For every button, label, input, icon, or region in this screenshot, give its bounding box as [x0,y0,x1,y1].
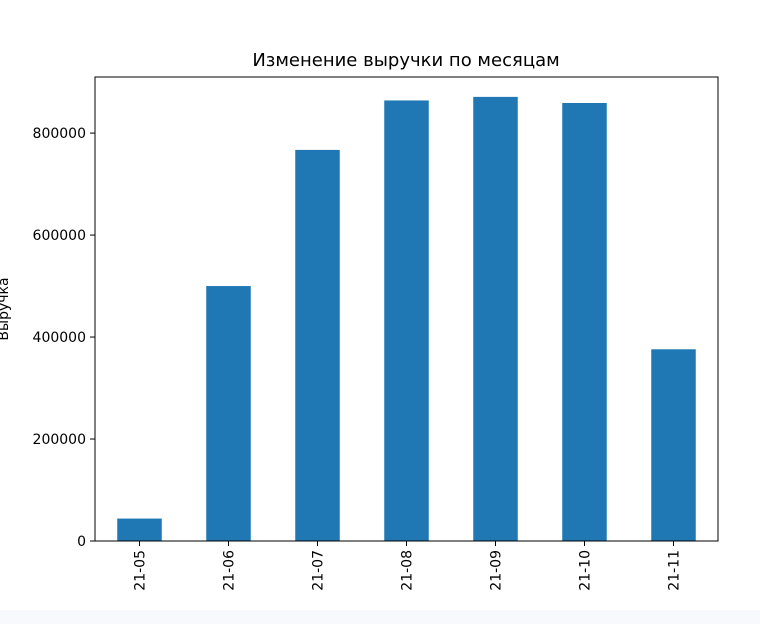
bars-group [117,96,696,541]
x-tick-label: 21-10 [578,550,594,591]
x-tick-label: 21-06 [222,550,238,591]
bar-2021-10 [562,103,607,541]
y-tick-label: 0 [77,534,86,550]
bar-chart: Изменение выручки по месяцам Выручка 0 20… [0,50,719,591]
bar-2021-07 [295,149,340,541]
bar-2021-05 [117,518,162,541]
bottom-strip [0,610,760,624]
x-tick-label: 21-11 [667,550,683,591]
x-tick-label: 21-05 [133,550,149,591]
bar-2021-09 [473,96,518,541]
chart-figure: Изменение выручки по месяцам Выручка 0 20… [0,50,719,591]
x-axis: 21-05 21-06 21-07 21-08 21-09 21-10 21-11 [133,541,683,591]
bar-2021-11 [651,349,696,541]
y-axis-label: Выручка [0,277,12,340]
bar-2021-06 [206,286,251,541]
y-axis: 0 200000 400000 600000 800000 [33,126,95,550]
x-tick-label: 21-07 [311,550,327,591]
bar-2021-08 [384,100,429,541]
plot-frame [94,76,719,542]
y-tick-label: 400000 [33,330,86,346]
chart-title: Изменение выручки по месяцам [252,50,559,71]
y-tick-label: 800000 [33,126,86,142]
y-tick-label: 200000 [33,432,86,448]
y-tick-label: 600000 [33,228,86,244]
x-tick-label: 21-08 [400,550,416,591]
x-tick-label: 21-09 [489,550,505,591]
